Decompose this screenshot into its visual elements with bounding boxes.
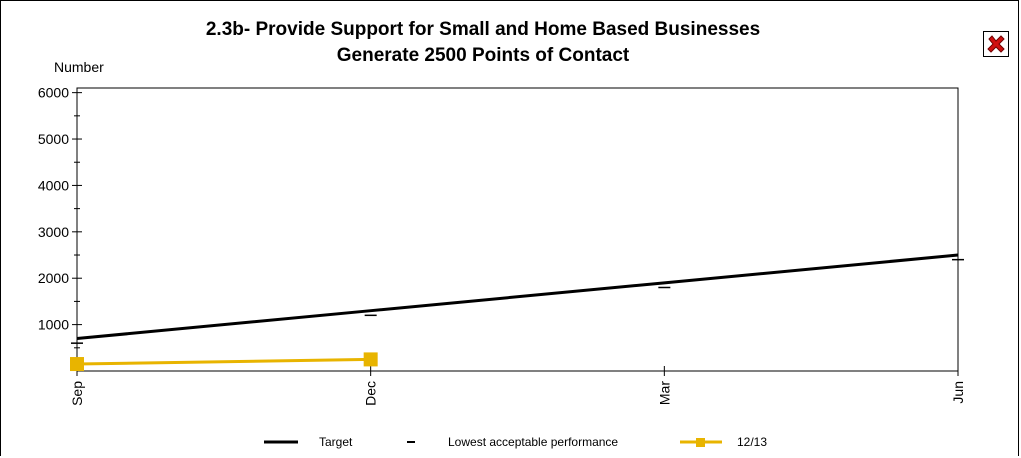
legend-label-1213: 12/13 xyxy=(737,435,768,449)
legend-swatch-target xyxy=(264,440,298,444)
y-tick-label: 6000 xyxy=(38,85,69,101)
series-1213-point xyxy=(363,352,378,367)
close-button[interactable] xyxy=(983,31,1009,57)
x-tick-label: Jun xyxy=(950,381,966,404)
series-1213-line xyxy=(76,357,371,366)
y-tick-label: 5000 xyxy=(38,131,69,147)
legend-label-target: Target xyxy=(319,435,353,449)
chart-subtitle: Generate 2500 Points of Contact xyxy=(336,45,630,66)
series-1213-point xyxy=(70,357,84,372)
close-x-icon xyxy=(987,35,1005,53)
plot-area xyxy=(76,87,959,372)
legend-label-lowest: Lowest acceptable performance xyxy=(448,435,619,449)
x-tick-label: Mar xyxy=(656,381,672,405)
chart-title: 2.3b- Provide Support for Small and Home… xyxy=(205,19,761,40)
x-tick-label: Dec xyxy=(363,381,379,406)
y-tick-label: 1000 xyxy=(38,317,69,333)
y-tick-label: 4000 xyxy=(38,177,69,193)
series-target-line xyxy=(76,253,959,341)
y-tick-label: 2000 xyxy=(38,270,69,286)
y-axis-label: Number xyxy=(54,59,104,75)
legend-swatch-1213 xyxy=(680,438,722,447)
x-tick-label: Sep xyxy=(69,381,85,406)
y-tick-label: 3000 xyxy=(38,224,69,240)
legend-swatch-lowest xyxy=(407,441,415,443)
